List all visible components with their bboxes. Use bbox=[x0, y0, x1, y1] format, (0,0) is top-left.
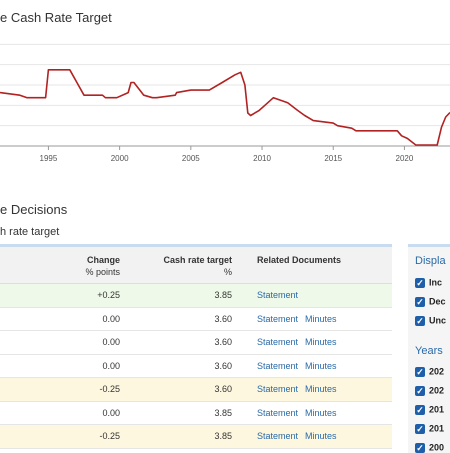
cell-rate: 3.60 bbox=[214, 384, 232, 394]
header-rate-unit: % bbox=[223, 267, 232, 277]
checkbox-checked-icon[interactable]: ✓ bbox=[415, 315, 425, 326]
cell-change: +0.25 bbox=[97, 290, 120, 300]
decisions-title: e Decisions bbox=[0, 202, 68, 217]
statement-link[interactable]: Statement bbox=[257, 313, 299, 324]
header-change-label: Change bbox=[86, 255, 120, 265]
x-tick-label: 1995 bbox=[40, 154, 58, 163]
cell-rate: 3.60 bbox=[214, 313, 232, 324]
cell-change: 0.00 bbox=[102, 337, 120, 347]
year-option[interactable]: ✓ 201 bbox=[415, 404, 444, 416]
statement-link[interactable]: Statement bbox=[257, 384, 299, 394]
header-change-unit: % points bbox=[85, 267, 120, 277]
year-label: 201 bbox=[429, 404, 445, 415]
cash-rate-chart: 1995 2000 2005 2010 2015 2020 bbox=[0, 43, 450, 163]
years-heading: Years bbox=[415, 345, 443, 357]
header-rate-label: Cash rate target bbox=[163, 255, 232, 265]
filter-label: Unc bbox=[429, 315, 447, 326]
cell-change: -0.25 bbox=[99, 384, 120, 394]
year-label: 202 bbox=[429, 385, 445, 396]
filter-decrease[interactable]: ✓ Dec bbox=[415, 296, 446, 308]
x-tick-label: 2020 bbox=[396, 154, 414, 163]
year-option[interactable]: ✓ 202 bbox=[415, 385, 444, 397]
cell-rate: 3.85 bbox=[214, 407, 232, 418]
checkbox-checked-icon[interactable]: ✓ bbox=[415, 296, 425, 307]
decisions-subtitle: h rate target bbox=[0, 226, 60, 238]
minutes-link[interactable]: Minutes bbox=[305, 407, 337, 418]
x-tick-label: 2005 bbox=[182, 154, 200, 163]
cell-change: 0.00 bbox=[102, 313, 120, 324]
x-tick-label: 2015 bbox=[324, 154, 342, 163]
chart-gridlines bbox=[0, 43, 450, 127]
statement-link[interactable]: Statement bbox=[257, 337, 299, 347]
table-row: 0.00 3.60 Statement Minutes bbox=[0, 355, 392, 378]
header-docs: Related Documents bbox=[257, 255, 342, 265]
checkbox-checked-icon[interactable]: ✓ bbox=[415, 442, 425, 453]
header-rate[interactable]: Cash rate target % bbox=[163, 255, 232, 277]
filter-label: Dec bbox=[429, 296, 446, 307]
filter-unchanged[interactable]: ✓ Unc bbox=[415, 315, 446, 327]
cell-rate: 3.60 bbox=[214, 360, 232, 371]
year-label: 201 bbox=[429, 423, 445, 434]
checkbox-checked-icon[interactable]: ✓ bbox=[415, 404, 425, 415]
statement-link[interactable]: Statement bbox=[257, 431, 299, 441]
table-header: Change % points Cash rate target % Relat… bbox=[0, 247, 392, 284]
year-option[interactable]: ✓ 201 bbox=[415, 423, 444, 435]
table-row: 0.00 3.85 Statement Minutes bbox=[0, 402, 392, 425]
cell-change: 0.00 bbox=[102, 407, 120, 418]
table-row: -0.25 3.85 Statement Minutes bbox=[0, 425, 392, 449]
minutes-link[interactable]: Minutes bbox=[305, 384, 337, 394]
table-row: 0.00 3.60 Statement Minutes bbox=[0, 331, 392, 355]
x-tick-label: 2010 bbox=[253, 154, 271, 163]
year-option[interactable]: ✓ 202 bbox=[415, 366, 444, 378]
cell-change: -0.25 bbox=[99, 431, 120, 441]
minutes-link[interactable]: Minutes bbox=[305, 360, 337, 371]
minutes-link[interactable]: Minutes bbox=[305, 337, 337, 347]
checkbox-checked-icon[interactable]: ✓ bbox=[415, 366, 425, 377]
statement-link[interactable]: Statement bbox=[257, 360, 299, 371]
cell-rate: 3.60 bbox=[214, 337, 232, 347]
table-row: +0.25 3.85 Statement bbox=[0, 284, 392, 308]
checkbox-checked-icon[interactable]: ✓ bbox=[415, 423, 425, 434]
cell-change: 0.00 bbox=[102, 360, 120, 371]
filter-label: Inc bbox=[429, 277, 443, 288]
year-label: 200 bbox=[429, 442, 445, 453]
checkbox-checked-icon[interactable]: ✓ bbox=[415, 385, 425, 396]
display-heading: Displa bbox=[415, 255, 446, 267]
decisions-table: Change % points Cash rate target % Relat… bbox=[0, 244, 392, 449]
header-change[interactable]: Change % points bbox=[85, 255, 120, 277]
cell-rate: 3.85 bbox=[214, 290, 232, 300]
table-row: -0.25 3.60 Statement Minutes bbox=[0, 378, 392, 402]
table-row: 0.00 3.60 Statement Minutes bbox=[0, 308, 392, 331]
chart-title: e Cash Rate Target bbox=[0, 10, 112, 25]
x-tick-label: 2000 bbox=[111, 154, 129, 163]
statement-link[interactable]: Statement bbox=[257, 407, 299, 418]
statement-link[interactable]: Statement bbox=[257, 290, 299, 300]
filter-increase[interactable]: ✓ Inc bbox=[415, 277, 442, 289]
year-label: 202 bbox=[429, 366, 445, 377]
filter-sidebar: Displa ✓ Inc ✓ Dec ✓ Unc Years ✓ 202 ✓ 202 ✓ 2… bbox=[408, 244, 450, 453]
cell-rate: 3.85 bbox=[214, 431, 232, 441]
checkbox-checked-icon[interactable]: ✓ bbox=[415, 277, 425, 288]
minutes-link[interactable]: Minutes bbox=[305, 431, 337, 441]
year-option[interactable]: ✓ 200 bbox=[415, 442, 444, 453]
cash-rate-line bbox=[0, 69, 450, 146]
chart-tick-labels: 1995 2000 2005 2010 2015 2020 bbox=[40, 154, 414, 163]
chart-tick-marks bbox=[47, 146, 405, 150]
minutes-link[interactable]: Minutes bbox=[305, 313, 337, 324]
